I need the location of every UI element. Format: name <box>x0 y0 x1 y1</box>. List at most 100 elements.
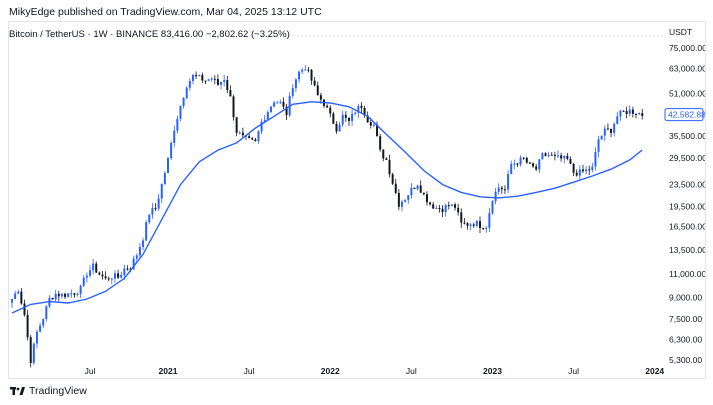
candle-body <box>201 75 204 81</box>
candle-body <box>60 293 63 297</box>
candle-body <box>597 139 600 152</box>
candle-body <box>522 157 525 159</box>
candle-body <box>369 122 372 126</box>
candle-body <box>541 153 544 160</box>
candle-body <box>79 285 82 294</box>
candle-body <box>35 331 38 344</box>
price-chart[interactable]: USDT 75,000.00 63,000.00 51,000.00 42,582.88… <box>9 22 705 378</box>
candle-body <box>220 81 223 85</box>
candle-body <box>45 306 48 320</box>
candle-body <box>67 293 70 297</box>
candle-body <box>494 191 497 202</box>
candle-body <box>285 106 288 116</box>
symbol-exchange: BINANCE <box>116 29 159 40</box>
candle-body <box>413 187 416 190</box>
candle-body <box>463 222 466 224</box>
candle-body <box>363 107 366 116</box>
y-tick-label: 5,300.00 <box>669 355 702 365</box>
candle-body <box>148 214 151 223</box>
y-tick-label: 16,500.00 <box>669 221 705 231</box>
candle-body <box>338 124 341 132</box>
candle-body <box>326 105 329 108</box>
candle-body <box>600 135 603 140</box>
candle-body <box>401 201 403 207</box>
candle-body <box>404 199 407 202</box>
chart-area[interactable]: USDT 75,000.00 63,000.00 51,000.00 42,582.88… <box>8 21 706 379</box>
candle-body <box>319 95 322 100</box>
candle-body <box>251 138 254 140</box>
candle-body <box>560 155 563 159</box>
candle-body <box>532 163 535 167</box>
candle-body <box>376 124 379 137</box>
candle-body <box>313 80 316 86</box>
candle-body <box>638 113 641 115</box>
candle-body <box>472 224 475 226</box>
y-tick-label: 7,500.00 <box>669 314 702 324</box>
candle-body <box>500 187 503 190</box>
candle-body <box>382 149 385 159</box>
candle-body <box>273 102 276 107</box>
candle-body <box>429 202 432 205</box>
candle-body <box>488 213 491 228</box>
candle-body <box>538 159 541 170</box>
candle-body <box>232 96 235 118</box>
footer-brand[interactable]: TradingView <box>10 384 87 398</box>
x-tick-label: 2023 <box>483 366 502 376</box>
candle-body <box>307 69 310 71</box>
candle-body <box>73 293 76 295</box>
x-tick-label: Jul <box>85 366 96 376</box>
candle-body <box>179 105 182 119</box>
y-tick-label: 11,000.00 <box>669 269 705 279</box>
candle-body <box>547 154 550 156</box>
candle-body <box>479 221 481 228</box>
candle-body <box>606 128 609 130</box>
candle-body <box>198 75 201 77</box>
legend-sep: · <box>87 29 94 40</box>
candle-body <box>32 343 35 364</box>
x-tick-label: 2024 <box>645 366 664 376</box>
moving-average-line <box>11 101 643 314</box>
symbol-name: Bitcoin / TetherUS <box>9 29 85 40</box>
candle-body <box>641 113 644 116</box>
candle-body <box>457 207 460 213</box>
candle-body <box>17 291 20 294</box>
candle-body <box>497 187 500 192</box>
candle-body <box>372 124 375 126</box>
candle-body <box>138 246 141 256</box>
candle-body <box>163 172 166 184</box>
candle-body <box>216 79 219 85</box>
candle-body <box>557 155 559 157</box>
candle-body <box>107 278 110 280</box>
candle-body <box>581 169 584 172</box>
y-axis-unit: USDT <box>669 27 692 37</box>
candle-body <box>575 172 578 176</box>
legend-sep: · <box>110 29 117 40</box>
candle-body <box>95 263 98 273</box>
candle-body <box>11 299 13 303</box>
candle-body <box>454 204 457 208</box>
candle-body <box>304 69 307 71</box>
y-tick-label: 75,000.00 <box>669 43 705 53</box>
candle-body <box>507 174 510 190</box>
candle-body <box>142 240 145 247</box>
candle-body <box>92 263 95 271</box>
x-tick-label: Jul <box>568 366 579 376</box>
candle-body <box>39 325 42 332</box>
candle-body <box>432 204 435 209</box>
x-tick-label: 2022 <box>321 366 340 376</box>
candle-body <box>185 87 188 98</box>
symbol-legend: Bitcoin / TetherUS · 1W · BINANCE 83,416… <box>9 29 290 40</box>
candle-body <box>263 119 266 122</box>
candle-body <box>110 278 113 280</box>
candle-body <box>594 151 597 167</box>
candle-body <box>54 293 57 300</box>
candle-body <box>229 90 232 97</box>
publish-info: MikyEdge published on TradingView.com, M… <box>9 6 322 18</box>
candle-body <box>616 116 619 124</box>
candle-body <box>294 79 297 89</box>
candle-body <box>167 158 169 173</box>
candle-body <box>397 192 400 207</box>
candle-body <box>276 102 279 104</box>
candle-body <box>379 136 382 150</box>
